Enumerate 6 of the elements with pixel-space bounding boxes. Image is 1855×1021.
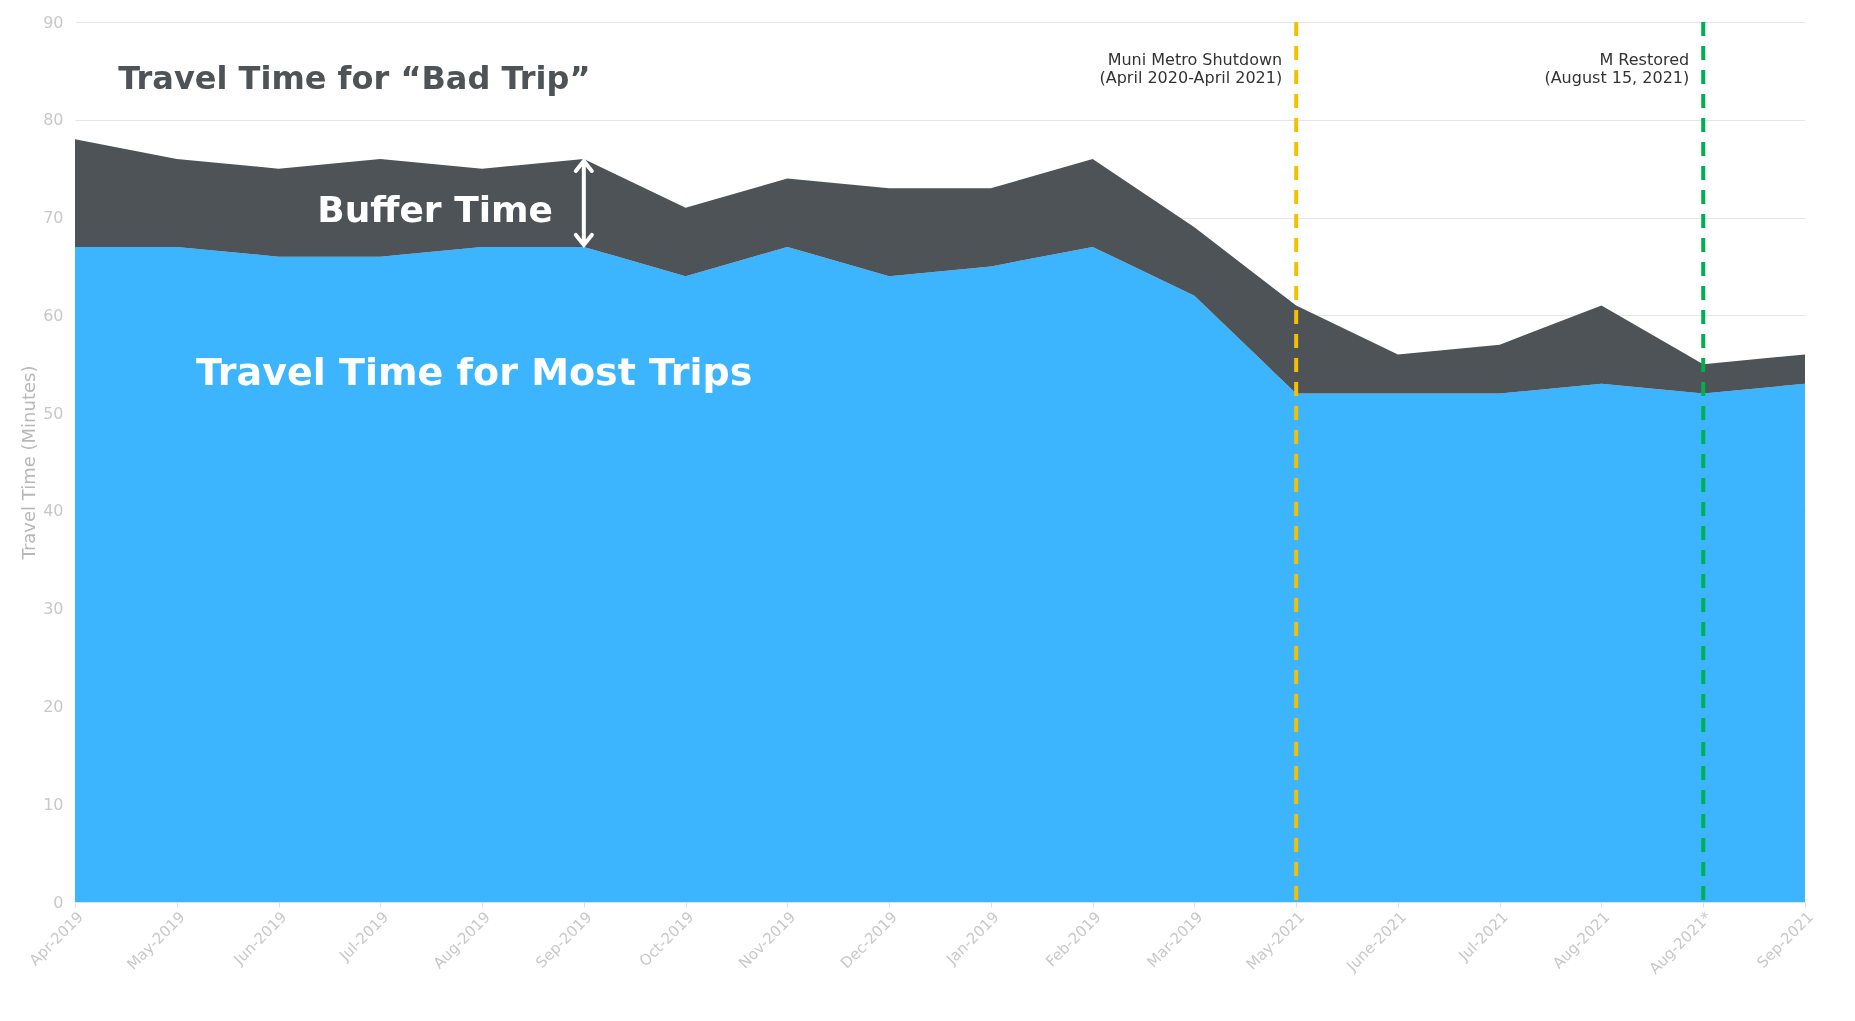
text: Travel Time for “Bad Trip” [118, 59, 591, 98]
ref-line-label: M Restored (August 15, 2021) [1544, 50, 1690, 87]
ref-line-label: Muni Metro Shutdown (April 2020-April 2021) [1099, 50, 1283, 87]
y-axis-title: Travel Time (Minutes) [18, 365, 40, 561]
series-label: Travel Time for Most Trips [196, 350, 753, 394]
legend-label: Buffer Time [317, 189, 553, 231]
